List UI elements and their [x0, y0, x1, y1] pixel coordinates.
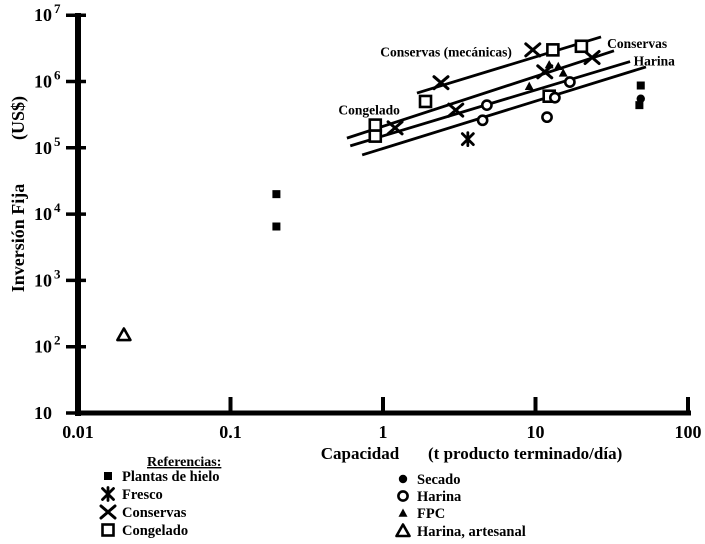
y-tick-label: 10 2 [34, 333, 61, 357]
x-cross-marker [99, 504, 117, 520]
filled-square-marker [272, 222, 281, 231]
series-fresco [460, 131, 475, 148]
legend-item: FPC [398, 506, 445, 522]
y-tick-label: 10 6 [34, 68, 61, 92]
annotation-label: Harina [634, 53, 676, 68]
x-tick-label: 0.1 [219, 422, 242, 442]
series-harina [476, 76, 576, 127]
x-cross-marker [432, 75, 450, 91]
open-square-marker [368, 129, 383, 143]
filled-triangle-marker [558, 68, 568, 77]
x-tick-label: 0.01 [62, 422, 94, 442]
data-points-group [116, 39, 645, 342]
legend-item-label: Plantas de hielo [122, 469, 219, 485]
x-tick-label: 10 [527, 422, 545, 442]
legend-item: Harina, artesanal [395, 523, 526, 540]
legend-title: Referencias: [147, 455, 221, 470]
x-cross-marker [583, 50, 601, 66]
y-tick-label: 10 3 [34, 266, 61, 290]
axes-group [66, 13, 691, 416]
open-circle-marker [548, 91, 561, 104]
annotation-label: Congelado [338, 102, 400, 117]
open-circle-marker [397, 490, 409, 502]
filled-triangle-marker [524, 81, 534, 90]
asterisk-marker [101, 486, 115, 502]
x-cross-marker [524, 42, 542, 58]
legend-item-label: Conservas [122, 505, 187, 521]
legend-item: Fresco [101, 486, 163, 503]
x-tick-label: 100 [675, 422, 702, 442]
open-triangle-marker [116, 327, 132, 342]
series-fpc [524, 60, 568, 90]
legend-item-label: Congelado [122, 523, 188, 539]
legend-item-label: Secado [417, 472, 461, 488]
annotations-group: Conservas (mecánicas) Congelado Conservas H… [338, 36, 675, 117]
legend-item: Harina [397, 489, 462, 505]
open-triangle-marker [395, 523, 411, 538]
filled-circle-marker [636, 94, 645, 103]
open-circle-marker [563, 76, 576, 88]
series-conservas [386, 42, 601, 136]
filled-triangle-marker [553, 61, 563, 71]
filled-square-marker [635, 101, 644, 110]
open-square-marker [418, 94, 433, 109]
open-circle-marker [476, 114, 489, 127]
legend-item: Secado [398, 472, 461, 488]
legend-item-label: FPC [417, 506, 445, 522]
filled-circle-marker [398, 474, 408, 484]
open-square-marker [368, 118, 383, 132]
open-square-marker [546, 43, 560, 57]
filled-square-marker [636, 81, 645, 90]
y-tick-label: 10 4 [34, 200, 61, 224]
filled-square-marker [272, 190, 281, 199]
open-circle-marker [480, 99, 493, 112]
legend-item: Plantas de hielo [104, 469, 219, 485]
x-cross-marker [447, 102, 465, 118]
filled-triangle-marker [544, 60, 554, 69]
filled-square-marker [104, 472, 112, 480]
annotation-label: Conservas [607, 36, 667, 51]
filled-triangle-marker [398, 508, 408, 517]
annotation-label: Conservas (mecánicas) [380, 44, 512, 59]
y-tick-label: 10 7 [34, 1, 61, 25]
x-tick-label: 1 [379, 422, 388, 442]
legend-item-label: Harina [417, 489, 462, 505]
x-axis-unit: (t producto terminado/día) [428, 444, 622, 463]
x-axis-title: Capacidad [321, 444, 400, 463]
series-harina-artesanal [116, 327, 132, 342]
open-circle-marker [541, 111, 553, 124]
legend-item: Conservas [99, 504, 187, 521]
open-square-marker [101, 523, 115, 537]
y-tick-label: 10 [34, 403, 52, 423]
x-cross-marker [386, 120, 404, 136]
y-axis-unit: (US$) [8, 96, 29, 140]
legend-item-label: Harina, artesanal [417, 524, 526, 540]
legend-item-label: Fresco [122, 487, 163, 503]
asterisk-marker [460, 131, 475, 148]
y-axis-title: Inversión Fija [8, 184, 28, 293]
open-square-marker [574, 39, 589, 54]
series-plantas-de-hielo [272, 81, 645, 231]
legend-item: Congelado [101, 523, 188, 539]
y-tick-label: 10 5 [34, 134, 61, 158]
trend-line-harina [361, 65, 647, 157]
series-secado [636, 94, 645, 103]
trend-line-conservas-mec-nicas- [416, 35, 602, 95]
legend-group: Plantas de hielo Fresco Conservas Congelado… [99, 469, 526, 540]
